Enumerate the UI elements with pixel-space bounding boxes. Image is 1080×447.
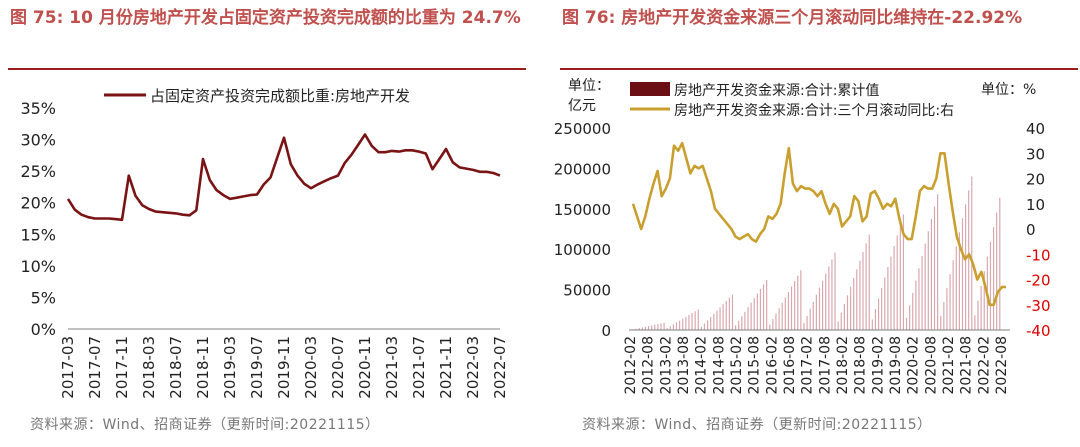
right-right-y-tick-label: 10: [1026, 196, 1045, 214]
right-unit-left-line1: 单位：: [568, 78, 610, 94]
left-x-tick-label: 2017-03: [59, 336, 77, 399]
right-left-y-tick-label: 100000: [554, 241, 611, 259]
right-x-tick-label: 2016-08: [782, 336, 798, 395]
right-x-tick-label: 2018-02: [835, 336, 851, 395]
right-x-tick-label: 2019-08: [888, 336, 904, 395]
left-x-tick-label: 2019-03: [221, 336, 239, 399]
right-x-tick-label: 2022-02: [976, 336, 992, 395]
left-y-tick-label: 25%: [20, 162, 56, 181]
left-x-tick-label: 2022-07: [491, 336, 509, 399]
left-x-tick-label: 2019-07: [248, 336, 266, 399]
right-x-tick-label: 2021-02: [941, 336, 957, 395]
right-series-line: [631, 141, 1007, 307]
left-series-line: [66, 133, 501, 222]
right-left-y-tick-label: 150000: [554, 201, 611, 219]
left-x-tick-label: 2018-03: [140, 336, 158, 399]
right-x-tick-label: 2013-02: [658, 336, 674, 395]
right-unit-left-line2: 亿元: [568, 98, 596, 114]
left-x-tick-label: 2017-11: [113, 336, 131, 399]
right-x-tick-label: 2012-02: [623, 336, 639, 395]
right-x-tick-label: 2016-02: [764, 336, 780, 395]
right-x-tick-label: 2015-02: [729, 336, 745, 395]
right-x-tick-label: 2012-08: [641, 336, 657, 395]
left-x-tick-label: 2017-07: [86, 336, 104, 399]
left-chart-panel: 图 75: 10 月份房地产开发占固定资产投资完成额的比重为 24.7% 0% 5…: [0, 0, 530, 447]
left-x-tick-label: 2021-11: [437, 336, 455, 399]
right-right-y-tick-label: 40: [1026, 120, 1045, 138]
left-y-tick-label: 10%: [20, 257, 56, 276]
right-legend-line-label: 房地产开发资金来源:合计:三个月滚动同比:右: [674, 102, 954, 119]
right-title-rule: [560, 68, 1078, 70]
right-left-y-tick-label: 200000: [554, 160, 611, 178]
right-right-y-tick-label: 0: [1026, 221, 1036, 239]
right-x-tick-label: 2015-08: [747, 336, 763, 395]
right-x-tick-label: 2013-08: [676, 336, 692, 395]
right-chart-title: 图 76: 房地产开发资金来源三个月滚动同比维持在-22.92%: [562, 8, 1023, 28]
right-legend-bar-swatch: [630, 82, 670, 96]
right-left-y-tick-label: 0: [601, 322, 611, 340]
left-y-tick-label: 0%: [31, 320, 56, 339]
left-y-tick-label: 5%: [31, 288, 56, 307]
right-x-tick-label: 2014-02: [694, 336, 710, 395]
right-chart-panel: 图 76: 房地产开发资金来源三个月滚动同比维持在-22.92% 单位： 亿元 单位…: [552, 0, 1080, 447]
right-right-y-tick-label: -40: [1026, 322, 1051, 340]
left-x-tick-label: 2022-03: [464, 336, 482, 399]
right-x-tick-label: 2014-08: [711, 336, 727, 395]
left-x-tick-label: 2019-11: [275, 336, 293, 399]
right-unit-right: 单位：%: [981, 82, 1036, 98]
right-x-tick-label: 2018-08: [853, 336, 869, 395]
right-x-tick-label: 2020-08: [923, 336, 939, 395]
left-x-tick-label: 2021-03: [383, 336, 401, 399]
left-x-tick-label: 2021-07: [410, 336, 428, 399]
left-x-tick-label: 2018-07: [167, 336, 185, 399]
right-x-tick-label: 2020-02: [906, 336, 922, 395]
left-legend-label: 占固定资产投资完成额比重:房地产开发: [150, 87, 410, 105]
left-y-tick-label: 15%: [20, 225, 56, 244]
left-y-tick-label: 30%: [20, 131, 56, 150]
right-x-tick-label: 2019-02: [870, 336, 886, 395]
left-y-tick-label: 20%: [20, 194, 56, 213]
left-line-chart: 0% 5% 10% 15% 20% 25% 30% 35% 占固定资产投资完成额比重:房地产开发…: [20, 87, 509, 399]
right-source-note: 资料来源：Wind、招商证券（更新时间:20221115）: [582, 417, 932, 433]
left-x-tick-label: 2020-03: [302, 336, 320, 399]
left-y-tick-label: 35%: [20, 99, 56, 118]
right-left-y-tick-label: 50000: [563, 282, 611, 300]
right-right-y-tick-label: 30: [1026, 145, 1045, 163]
left-chart-title: 图 75: 10 月份房地产开发占固定资产投资完成额的比重为 24.7%: [10, 8, 521, 28]
right-x-tick-label: 2017-02: [800, 336, 816, 395]
right-right-y-tick-label: -20: [1026, 272, 1051, 290]
right-left-y-tick-label: 250000: [554, 120, 611, 138]
right-x-tick-label: 2021-08: [959, 336, 975, 395]
left-x-tick-label: 2020-11: [356, 336, 374, 399]
left-x-tick-label: 2020-07: [329, 336, 347, 399]
left-x-tick-label: 2018-11: [194, 336, 212, 399]
left-source-note: 资料来源：Wind、招商证券（更新时间:20221115）: [30, 417, 380, 433]
right-legend-bar-label: 房地产开发资金来源:合计:累计值: [674, 83, 879, 99]
right-combo-chart: 单位： 亿元 单位：% 房地产开发资金来源:合计:累计值房地产开发资金来源:合计:三个…: [554, 78, 1051, 395]
right-right-y-tick-label: -10: [1026, 246, 1051, 264]
right-x-tick-label: 2022-08: [994, 336, 1010, 395]
left-title-rule: [8, 68, 526, 70]
right-right-y-tick-label: 20: [1026, 171, 1045, 189]
right-x-tick-label: 2017-08: [817, 336, 833, 395]
right-right-y-tick-label: -30: [1026, 297, 1051, 315]
